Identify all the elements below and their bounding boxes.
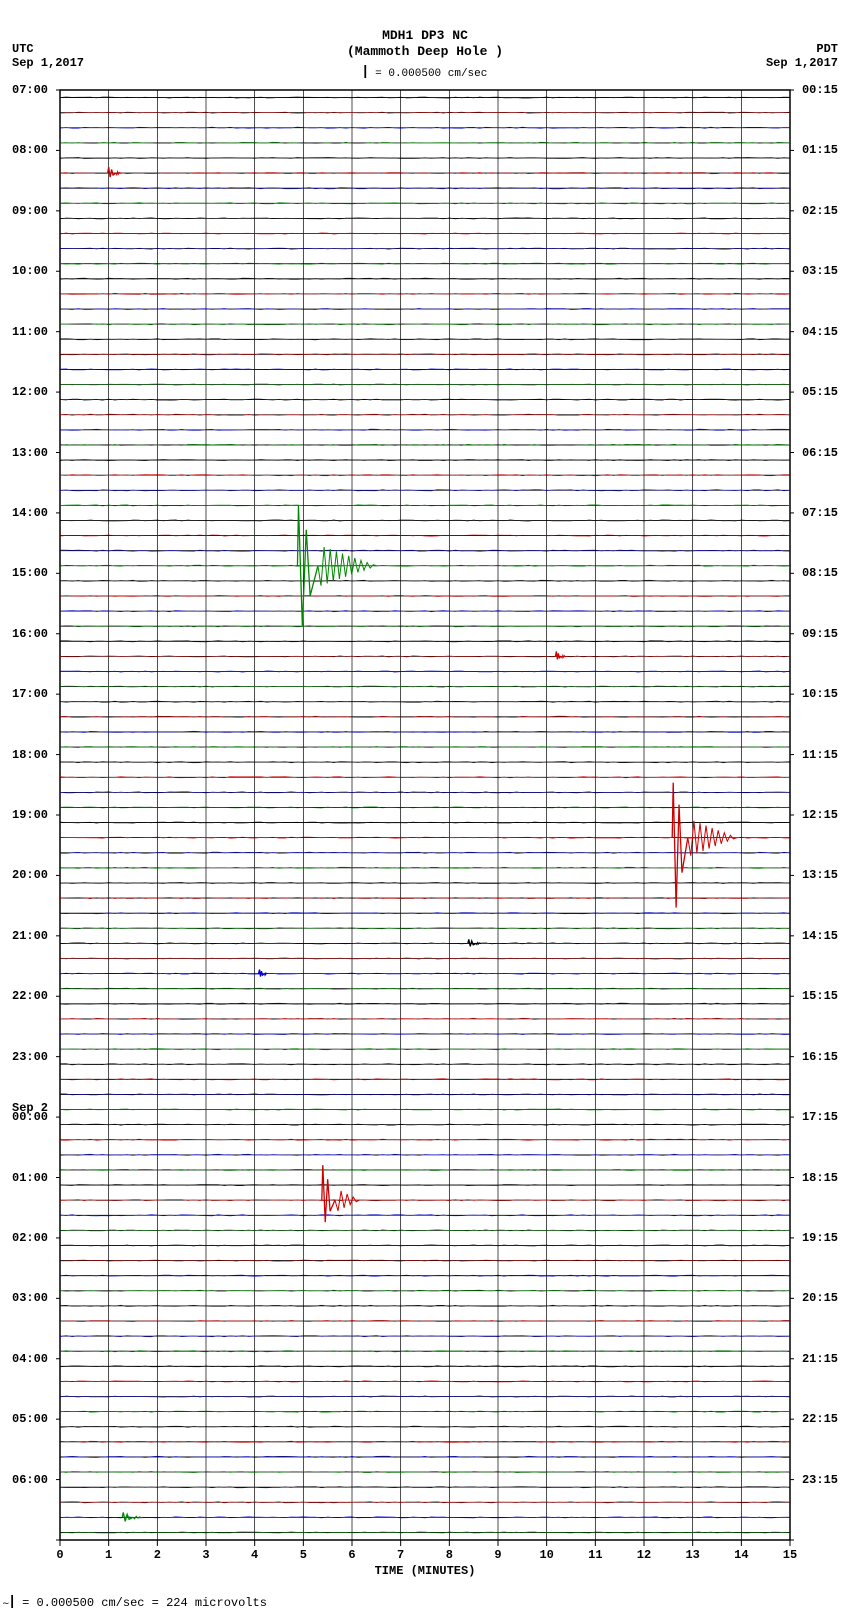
y-label-right: 13:15 [802,868,838,882]
x-label: 3 [202,1548,209,1562]
y-label-left: 03:00 [12,1291,48,1305]
x-label: 11 [588,1548,602,1562]
x-label: 13 [685,1548,699,1562]
y-label-left: 18:00 [12,748,48,762]
y-label-left: 04:00 [12,1352,48,1366]
y-label-left: 05:00 [12,1412,48,1426]
x-label: 4 [251,1548,258,1562]
y-label-right: 07:15 [802,506,838,520]
footer-text: ∼Ⅰ = 0.000500 cm/sec = 224 microvolts [2,1592,267,1614]
y-label-right: 16:15 [802,1050,838,1064]
y-label-left: 11:00 [12,325,48,339]
y-label-left: 01:00 [12,1171,48,1185]
x-label: 7 [397,1548,404,1562]
y-label-right: 00:15 [802,83,838,97]
y-label-left: 20:00 [12,868,48,882]
y-label-right: 18:15 [802,1171,838,1185]
y-label-right: 15:15 [802,989,838,1003]
x-label: 12 [637,1548,651,1562]
y-label-left: 06:00 [12,1473,48,1487]
y-label-right: 14:15 [802,929,838,943]
y-label-right: 17:15 [802,1110,838,1124]
y-label-right: 04:15 [802,325,838,339]
y-label-right: 08:15 [802,566,838,580]
x-label: 9 [494,1548,501,1562]
y-label-left: 07:00 [12,83,48,97]
y-label-left: 23:00 [12,1050,48,1064]
x-label: 0 [56,1548,63,1562]
y-label-left: 10:00 [12,264,48,278]
y-label-right: 19:15 [802,1231,838,1245]
x-label: 2 [154,1548,161,1562]
y-label-left: 08:00 [12,143,48,157]
y-label-left: 15:00 [12,566,48,580]
x-axis-title: TIME (MINUTES) [375,1564,476,1578]
x-label: 8 [446,1548,453,1562]
y-label-left: 14:00 [12,506,48,520]
x-label: 15 [783,1548,797,1562]
seismogram-chart [0,0,850,1613]
y-label-left: 22:00 [12,989,48,1003]
y-label-right: 10:15 [802,687,838,701]
y-label-right: 22:15 [802,1412,838,1426]
y-label-right: 03:15 [802,264,838,278]
y-label-right: 12:15 [802,808,838,822]
x-label: 5 [300,1548,307,1562]
x-label: 1 [105,1548,112,1562]
y-label-right: 06:15 [802,446,838,460]
y-label-right: 11:15 [802,748,838,762]
y-label-left: 21:00 [12,929,48,943]
y-label-left: 19:00 [12,808,48,822]
y-label-left: 02:00 [12,1231,48,1245]
x-label: 10 [539,1548,553,1562]
y-label-left: 17:00 [12,687,48,701]
y-label-left: 12:00 [12,385,48,399]
y-label-right: 20:15 [802,1291,838,1305]
y-label-left: 13:00 [12,446,48,460]
y-label-left: 09:00 [12,204,48,218]
y-label-left: 16:00 [12,627,48,641]
y-label-right: 02:15 [802,204,838,218]
y-label-right: 05:15 [802,385,838,399]
y-label-right: 09:15 [802,627,838,641]
x-label: 6 [348,1548,355,1562]
seismogram-container: MDH1 DP3 NC (Mammoth Deep Hole ) Ⅰ = 0.0… [0,0,850,1613]
y-label-right: 01:15 [802,143,838,157]
x-label: 14 [734,1548,748,1562]
y-label-right: 23:15 [802,1473,838,1487]
y-label-right: 21:15 [802,1352,838,1366]
y-label-left: 00:00 [12,1110,48,1124]
